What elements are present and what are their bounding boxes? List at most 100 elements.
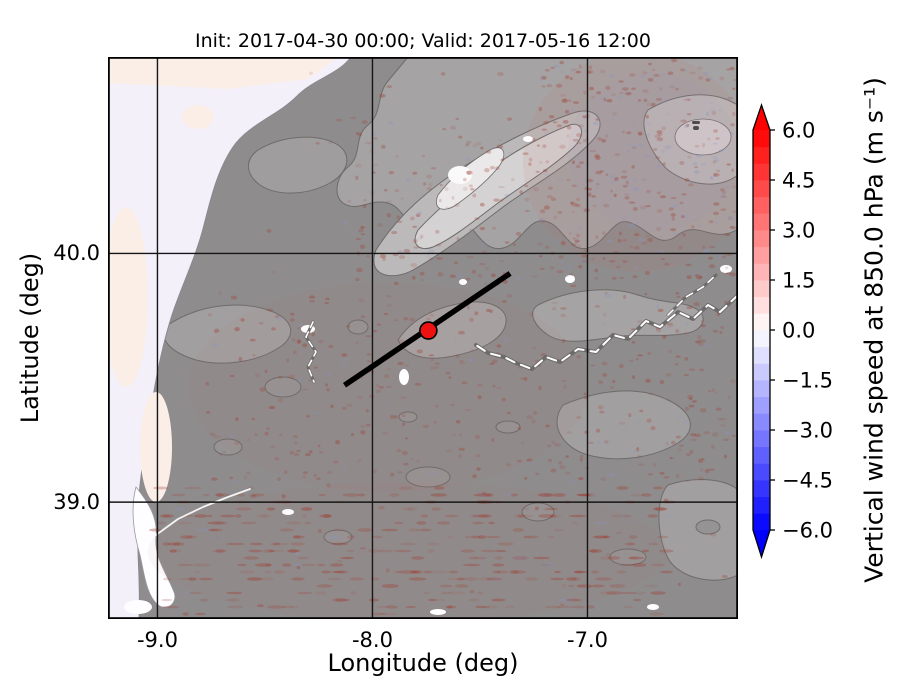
stipple-dot-red: [524, 577, 538, 581]
stipple-dot-red: [647, 473, 654, 476]
stipple-dot-red: [306, 414, 310, 418]
stipple-dot-blue: [609, 198, 613, 201]
stipple-dot-red: [581, 259, 587, 263]
stipple-dot-red: [465, 577, 478, 581]
stipple-dot-red: [570, 243, 577, 246]
stipple-dot-red: [493, 198, 500, 202]
stipple-dot-red: [631, 340, 636, 344]
stipple-dot-blue: [644, 542, 660, 546]
stipple-dot-red: [553, 528, 565, 532]
stipple-dot-red: [582, 115, 588, 119]
stipple-dot-blue: [507, 151, 514, 154]
stipple-dot-red: [665, 441, 669, 446]
stipple-dot-blue: [664, 145, 672, 150]
stipple-dot-red: [401, 413, 406, 418]
stipple-dot-blue: [635, 266, 639, 270]
stipple-dot-red: [619, 91, 624, 95]
stipple-dot-red: [523, 376, 528, 382]
colorbar-band: [753, 363, 770, 381]
stipple-dot-blue: [434, 408, 438, 411]
stipple-dot-red: [681, 215, 685, 219]
stipple-dot-red: [546, 84, 553, 88]
stipple-dot-red: [565, 455, 569, 458]
stipple-dot-red: [214, 328, 220, 333]
stipple-dot-red: [355, 237, 362, 241]
stipple-dot-red: [561, 240, 566, 245]
stipple-dot-red: [360, 315, 366, 319]
stipple-dot-red: [379, 386, 384, 389]
stipple-dot-red: [694, 433, 702, 437]
stipple-dot-red: [384, 189, 388, 192]
stipple-dot-red: [612, 379, 616, 384]
stipple-dot-red: [647, 514, 658, 518]
stipple-dot-red: [486, 150, 492, 154]
stipple-dot-red: [597, 405, 604, 410]
stipple-dot-red: [731, 168, 734, 173]
stipple-dot-red: [683, 374, 690, 377]
stipple-dot-red: [597, 137, 602, 141]
colorbar-tick-label: 0.0: [782, 319, 815, 343]
colorbar-band: [753, 313, 770, 331]
stipple-dot-red: [272, 270, 276, 275]
stipple-dot-red: [485, 266, 490, 271]
stipple-dot-blue: [593, 121, 599, 126]
stipple-dot-red: [642, 89, 649, 93]
stipple-dot-red: [624, 193, 630, 196]
stipple-dot-red: [317, 563, 326, 567]
stipple-dot-red: [286, 521, 301, 525]
stipple-dot-red: [297, 339, 302, 344]
stipple-dot-red: [492, 570, 501, 574]
stipple-dot-red: [713, 172, 717, 177]
stipple-dot-red: [624, 196, 630, 200]
stipple-dot-blue: [703, 71, 709, 76]
stipple-dot-red: [469, 228, 473, 231]
stipple-dot-red: [662, 162, 666, 166]
stipple-dot-red: [713, 391, 718, 395]
stipple-dot-red: [602, 373, 608, 377]
stipple-dot-red: [408, 528, 419, 532]
stipple-dot-red: [615, 265, 621, 269]
stipple-dot-red: [385, 568, 390, 573]
stipple-dot-red: [412, 570, 423, 574]
stipple-dot-red: [708, 220, 714, 224]
stipple-dot-blue: [557, 598, 575, 602]
stipple-dot-red: [522, 507, 530, 511]
stipple-dot-blue: [709, 101, 713, 105]
stipple-dot-red: [456, 577, 466, 581]
stipple-dot-red: [342, 493, 361, 497]
stipple-dot-red: [720, 195, 727, 198]
stipple-dot-red: [688, 404, 695, 408]
stipple-dot-red: [541, 563, 555, 567]
stipple-dot-red: [590, 96, 596, 99]
stipple-dot-red: [632, 207, 639, 211]
stipple-dot-blue: [638, 142, 643, 147]
stipple-dot-blue: [617, 95, 623, 99]
stipple-dot-red: [515, 231, 522, 236]
stipple-dot-red: [549, 514, 562, 518]
stipple-dot-red: [350, 577, 364, 581]
stipple-dot-red: [561, 98, 568, 103]
stipple-dot-blue: [609, 174, 614, 179]
stipple-dot-blue: [650, 274, 654, 279]
stipple-dot-red: [670, 197, 677, 200]
stipple-dot-red: [194, 514, 208, 518]
stipple-dot-red: [446, 605, 453, 609]
stipple-dot-red: [308, 295, 316, 299]
stipple-dot-red: [617, 238, 622, 243]
stipple-dot-red: [439, 184, 443, 187]
stipple-dot-red: [648, 392, 654, 396]
stipple-dot-red: [633, 233, 640, 237]
stipple-dot-red: [552, 307, 557, 311]
stipple-dot-red: [512, 243, 516, 246]
stipple-dot-red: [430, 358, 434, 362]
stipple-dot-blue: [359, 428, 365, 432]
stipple-dot-red: [445, 449, 453, 453]
stipple-dot-red: [629, 245, 633, 249]
stipple-dot-blue: [428, 249, 435, 254]
stipple-dot-red: [167, 542, 181, 546]
stipple-dot-red: [495, 166, 500, 170]
stipple-dot-red: [455, 354, 460, 358]
stipple-dot-red: [444, 514, 459, 518]
stipple-dot-red: [333, 460, 339, 464]
colorbar-arrow-over: [753, 105, 770, 130]
